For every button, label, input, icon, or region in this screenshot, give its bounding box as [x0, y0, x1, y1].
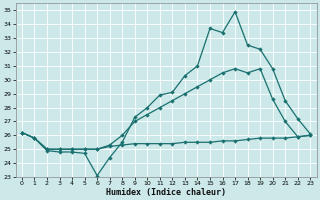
X-axis label: Humidex (Indice chaleur): Humidex (Indice chaleur) — [106, 188, 226, 197]
